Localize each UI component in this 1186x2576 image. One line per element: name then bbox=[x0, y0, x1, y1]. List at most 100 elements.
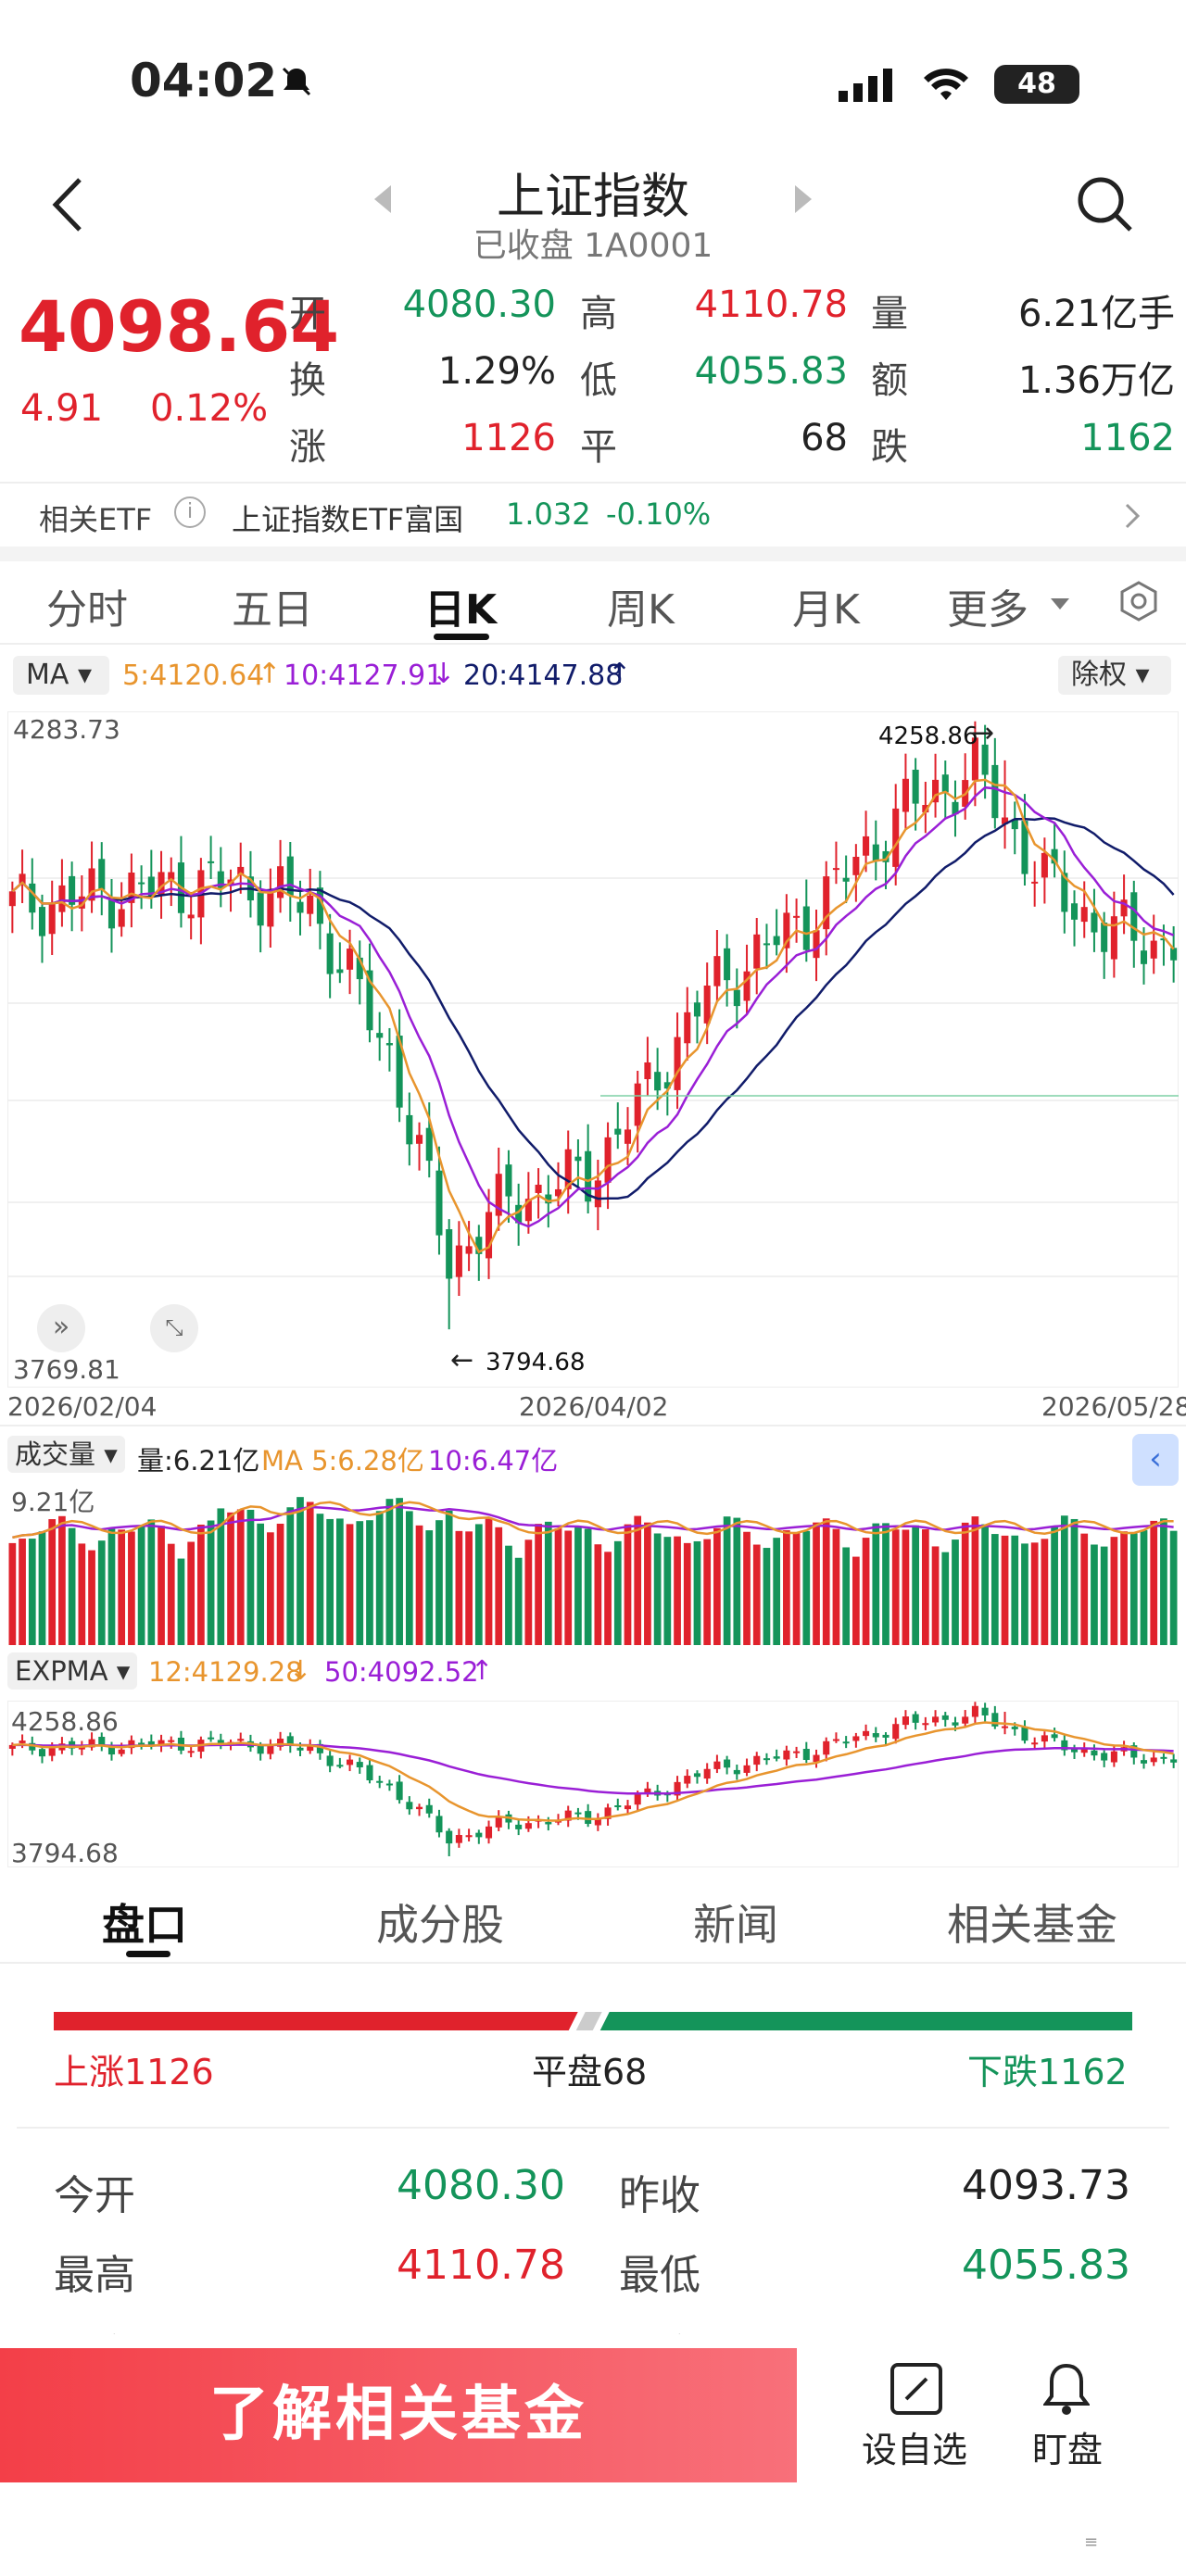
back-icon[interactable] bbox=[48, 174, 85, 235]
detail-tabs: 盘口 成分股 新闻 相关基金 bbox=[0, 1880, 1186, 1964]
candle-body bbox=[1170, 1759, 1178, 1763]
candle-body bbox=[237, 866, 245, 875]
candle-body bbox=[663, 1082, 671, 1089]
volume-selector[interactable]: 成交量 ▾ bbox=[7, 1436, 125, 1473]
tab-order-book[interactable]: 盘口 bbox=[102, 1900, 187, 1950]
search-icon[interactable] bbox=[1075, 174, 1134, 233]
candle-body bbox=[1021, 1727, 1028, 1741]
candle-body bbox=[1002, 1726, 1009, 1728]
volume-bar bbox=[653, 1533, 662, 1645]
next-index-icon[interactable] bbox=[793, 183, 814, 215]
volume-chart bbox=[8, 1497, 1178, 1645]
tab-five-day[interactable]: 五日 bbox=[232, 586, 313, 634]
arrow-up-icon: ↑ bbox=[258, 658, 282, 690]
candle-body bbox=[257, 1745, 264, 1754]
volume-bar bbox=[1110, 1537, 1118, 1645]
detail-label: 今开 bbox=[54, 2172, 135, 2219]
learn-funds-button[interactable]: 了解相关基金 bbox=[0, 2348, 797, 2482]
ma5-value: 5:4120.64 bbox=[122, 660, 265, 692]
candle-body bbox=[277, 1739, 284, 1747]
etf-price: 1.032 bbox=[506, 496, 591, 532]
candle-body bbox=[1110, 1751, 1117, 1763]
tab-constituents[interactable]: 成分股 bbox=[376, 1900, 504, 1950]
candle-body bbox=[208, 1737, 215, 1740]
candle-body bbox=[753, 1755, 761, 1766]
candle-body bbox=[882, 1734, 890, 1738]
etf-name[interactable]: 上证指数ETF富国 bbox=[232, 502, 464, 537]
candle-body bbox=[783, 912, 790, 949]
quote-label: 高 bbox=[580, 293, 617, 335]
candle-body bbox=[763, 1758, 770, 1761]
chevron-right-icon[interactable] bbox=[1123, 502, 1142, 530]
info-icon[interactable]: i bbox=[174, 496, 206, 528]
candle-body bbox=[406, 1802, 413, 1810]
candle-body bbox=[991, 1713, 999, 1727]
candle-body bbox=[644, 1062, 651, 1080]
arrow-left-icon: ← bbox=[450, 1344, 474, 1376]
tab-intraday[interactable]: 分时 bbox=[46, 586, 128, 634]
flat-segment bbox=[575, 2012, 602, 2030]
rights-selector[interactable]: 除权 ▾ bbox=[1058, 656, 1171, 695]
related-etf-row[interactable]: 相关ETF i 上证指数ETF富国 1.032 -0.10% bbox=[0, 482, 1186, 547]
candle-body bbox=[465, 1835, 473, 1838]
candle-body bbox=[1130, 1745, 1138, 1758]
candle-body bbox=[654, 1072, 662, 1091]
candle-body bbox=[971, 737, 978, 781]
candle-body bbox=[863, 836, 870, 856]
chart-settings-icon[interactable] bbox=[1117, 580, 1160, 622]
chevron-down-icon[interactable] bbox=[1051, 598, 1069, 611]
volume-bar bbox=[1051, 1526, 1058, 1645]
tab-more[interactable]: 更多 bbox=[947, 586, 1028, 634]
quote-label: 开 bbox=[289, 293, 326, 335]
prev-index-icon[interactable] bbox=[372, 183, 393, 215]
quote-value: 1.36万亿 bbox=[1017, 359, 1175, 402]
candle-body bbox=[594, 1818, 601, 1826]
quote-value: 1.29% bbox=[437, 350, 556, 393]
volume-bar bbox=[961, 1522, 969, 1645]
nav-header: 上证指数 已收盘 1A0001 bbox=[0, 148, 1186, 278]
collapse-panel-icon[interactable]: ‹ bbox=[1132, 1434, 1179, 1486]
candle-body bbox=[624, 1805, 632, 1810]
candle-body bbox=[724, 948, 731, 981]
candle-body bbox=[286, 1736, 294, 1747]
volume-bar bbox=[455, 1530, 463, 1645]
volume-bar bbox=[931, 1546, 940, 1645]
expma-selector[interactable]: EXPMA ▾ bbox=[7, 1652, 138, 1690]
add-watchlist-button[interactable]: 设自选 bbox=[862, 2362, 973, 2473]
volume-bar bbox=[495, 1527, 503, 1645]
price-change: 4.91 bbox=[20, 387, 104, 430]
tab-monthly-k[interactable]: 月K bbox=[792, 586, 860, 634]
candle-body bbox=[58, 885, 66, 912]
candle-body bbox=[307, 1746, 314, 1752]
volume-bar bbox=[1100, 1546, 1108, 1645]
expma12-line bbox=[12, 1721, 1174, 1822]
kline-chart[interactable] bbox=[7, 711, 1179, 1388]
expand-icon[interactable]: ⤡ bbox=[150, 1304, 198, 1352]
volume-bar bbox=[902, 1529, 910, 1645]
tab-weekly-k[interactable]: 周K bbox=[607, 586, 675, 634]
candle-body bbox=[932, 1716, 940, 1723]
decliners: 下跌1162 bbox=[967, 2052, 1128, 2092]
candle-body bbox=[832, 1739, 839, 1741]
candle-body bbox=[535, 1185, 542, 1193]
tab-daily-k[interactable]: 日K bbox=[424, 586, 498, 634]
monitor-button[interactable]: 盯盘 bbox=[1028, 2362, 1140, 2473]
indicator-selector[interactable]: MA ▾ bbox=[13, 656, 109, 695]
candle-body bbox=[1091, 912, 1098, 933]
candle-body bbox=[316, 887, 323, 924]
candle-body bbox=[952, 1722, 959, 1726]
fast-forward-icon[interactable]: » bbox=[37, 1304, 85, 1352]
candle-body bbox=[1140, 1760, 1148, 1764]
volume-bar bbox=[514, 1557, 523, 1645]
candle-body bbox=[1140, 950, 1148, 964]
volume-bar bbox=[862, 1538, 870, 1645]
date-mid: 2026/04/02 bbox=[519, 1391, 669, 1422]
page-title: 上证指数 bbox=[496, 170, 689, 225]
candle-body bbox=[1051, 848, 1058, 864]
tab-news[interactable]: 新闻 bbox=[693, 1900, 778, 1950]
candle-body bbox=[277, 866, 284, 898]
bell-icon bbox=[1043, 2363, 1090, 2415]
candle-body bbox=[286, 856, 294, 896]
tab-related-funds[interactable]: 相关基金 bbox=[947, 1900, 1117, 1950]
